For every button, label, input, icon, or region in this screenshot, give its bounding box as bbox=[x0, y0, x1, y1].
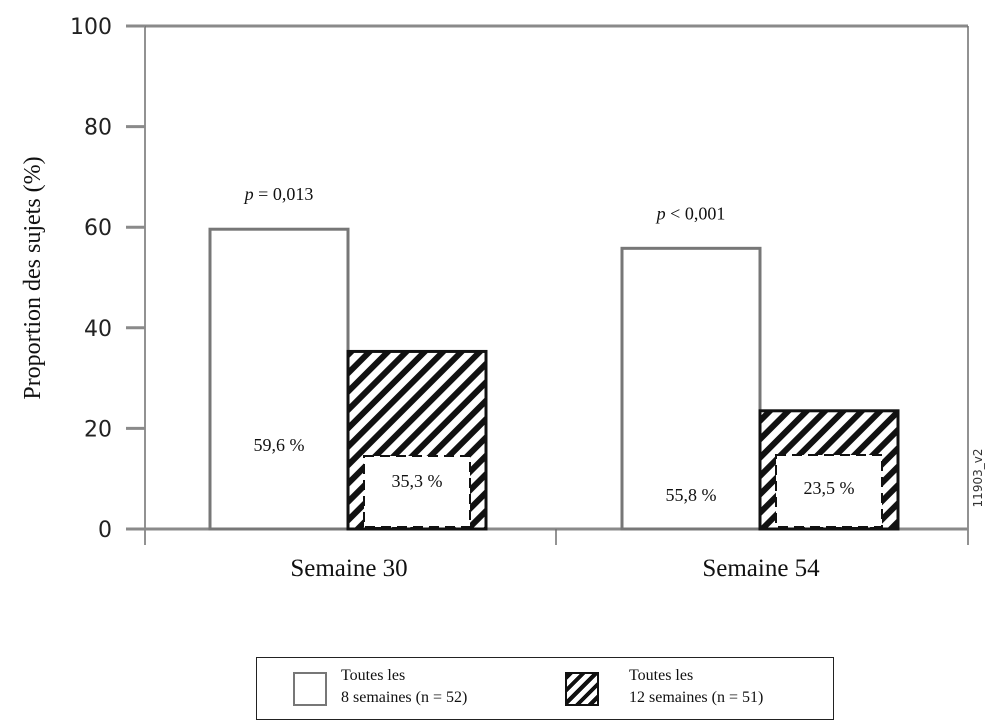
bar-group bbox=[208, 227, 900, 531]
bar-value-label: 35,3 % bbox=[392, 471, 443, 491]
bar-value-label: 55,8 % bbox=[666, 485, 717, 505]
y-tick-label: 60 bbox=[84, 216, 112, 241]
legend-label-8-semaines: Toutes les 8 semaines (n = 52) bbox=[341, 665, 467, 709]
figure-code-annotation: 11903_v2 bbox=[971, 449, 985, 508]
y-tick-label: 40 bbox=[84, 317, 112, 342]
legend: Toutes les 8 semaines (n = 52) Toutes le… bbox=[256, 657, 834, 720]
y-tick-label: 0 bbox=[98, 518, 112, 543]
x-category-label: Semaine 54 bbox=[702, 555, 820, 582]
y-axis-ticks: 0 20 40 60 80 100 bbox=[70, 15, 145, 543]
y-tick-label: 100 bbox=[70, 15, 112, 40]
bar-value-label: 23,5 % bbox=[804, 478, 855, 498]
p-value-label: p < 0,001 bbox=[655, 203, 726, 223]
legend-swatch-12-semaines bbox=[565, 672, 599, 706]
bar-value-label: 59,6 % bbox=[254, 435, 305, 455]
y-tick-label: 20 bbox=[84, 417, 112, 442]
bar-label-window bbox=[775, 454, 883, 528]
bar-8-semaines-1 bbox=[208, 227, 350, 531]
p-value-label: p = 0,013 bbox=[243, 184, 314, 204]
legend-label-12-semaines: Toutes les 12 semaines (n = 51) bbox=[629, 665, 763, 709]
legend-label-8-line2: 8 semaines (n = 52) bbox=[341, 689, 468, 706]
y-axis-label: Proportion des sujets (%) bbox=[20, 156, 46, 399]
legend-label-12-line2: 12 semaines (n = 51) bbox=[629, 689, 764, 706]
bar-8-semaines-2 bbox=[620, 246, 762, 531]
legend-label-12-line1: Toutes les bbox=[629, 667, 694, 684]
data-label-group: 59,6 % 35,3 % p = 0,013 Semaine 30 55,8 % 23,… bbox=[243, 184, 855, 582]
y-tick-label: 80 bbox=[84, 116, 112, 141]
bar-label-window bbox=[363, 455, 471, 528]
legend-swatch-8-semaines bbox=[293, 672, 327, 706]
legend-label-8-line1: Toutes les bbox=[341, 667, 406, 684]
x-category-label: Semaine 30 bbox=[290, 555, 407, 582]
